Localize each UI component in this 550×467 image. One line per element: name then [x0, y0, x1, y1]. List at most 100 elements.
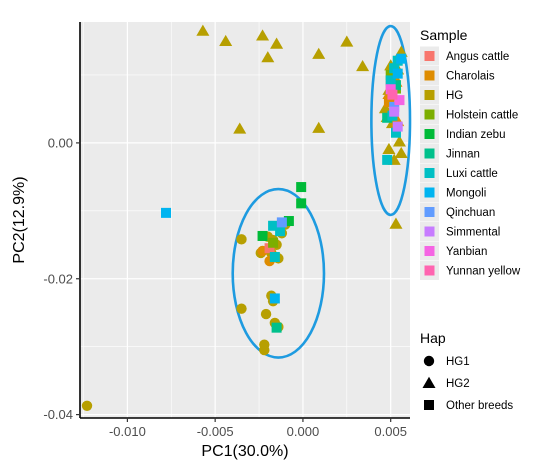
cluster-ellipse — [231, 187, 326, 359]
point-luxi-cattle-square — [268, 220, 279, 231]
legend-label-luxi-cattle: Luxi cattle — [446, 168, 498, 180]
legend-sample-title: Sample — [420, 27, 468, 43]
point-luxi-cattle-square — [389, 63, 400, 74]
axes: -0.010 -0.005 0.000 0.005 -0.04 -0.02 0.00 — [43, 22, 410, 439]
cluster-ellipse — [370, 24, 412, 217]
point-luxi-cattle-square — [269, 252, 280, 263]
point-qinchuan-square — [276, 217, 287, 228]
legend-label-angus-cattle: Angus cattle — [446, 51, 509, 63]
plot-panel — [80, 22, 410, 418]
legend-hap-entries: HG1 HG2 Other breeds — [422, 355, 513, 412]
point-jinnan-square — [382, 112, 393, 123]
legend-label-simmental: Simmental — [446, 227, 500, 239]
point-hg-circle — [259, 344, 270, 356]
point-simmental-square — [392, 121, 403, 132]
legend-shape-circle — [423, 355, 435, 367]
legend-label-hg: HG — [446, 90, 463, 102]
point-holstein-cattle-square — [385, 69, 396, 80]
point-hg-triangle — [196, 24, 210, 36]
point-angus-cattle-square — [264, 243, 275, 254]
point-hg-triangle — [256, 29, 270, 41]
point-hg-triangle — [392, 135, 406, 147]
point-hg-triangle — [312, 47, 326, 59]
point-luxi-cattle-square — [385, 75, 396, 86]
point-hg-triangle — [340, 35, 354, 47]
point-hg-triangle — [389, 217, 403, 229]
point-hg-triangle — [394, 146, 408, 159]
legend-label-yunnan-yellow: Yunnan yellow — [446, 266, 521, 278]
legend-swatch-qinchuan — [424, 207, 435, 217]
point-hg-triangle — [356, 59, 370, 72]
legend-label-jinnan: Jinnan — [446, 149, 480, 161]
point-mongoli-square — [269, 293, 280, 304]
point-holstein-cattle-square — [268, 237, 279, 248]
x-tick-label: 0.005 — [374, 424, 407, 439]
legend-label-mongoli: Mongoli — [446, 188, 486, 200]
legend-swatch-mongoli — [424, 187, 435, 198]
y-tick-label: -0.04 — [43, 407, 73, 422]
point-mongoli-square — [161, 207, 172, 218]
legend-swatch-charolais — [424, 70, 435, 81]
point-luxi-cattle-square — [390, 127, 401, 138]
point-hg-triangle — [261, 51, 275, 63]
legend-label-qinchuan: Qinchuan — [446, 207, 495, 219]
point-hg-circle — [236, 234, 247, 245]
legend-label-indian-zebu: Indian zebu — [446, 129, 505, 141]
legend-swatch-indian-zebu — [424, 129, 435, 139]
point-hg-circle — [260, 308, 272, 320]
legend-label-holstein-cattle: Holstein cattle — [446, 110, 518, 122]
point-hg-circle — [81, 400, 93, 411]
legend-label-other-breeds: Other breeds — [446, 400, 513, 412]
point-hg-circle — [236, 303, 247, 314]
point-luxi-cattle-square — [275, 226, 286, 237]
point-simmental-square — [389, 106, 400, 117]
legend-swatch-simmental — [424, 226, 435, 237]
legend-swatch-yunnan-yellow — [424, 265, 435, 276]
data-points — [81, 24, 408, 411]
legend-sample-entries: Angus cattle Charolais HG Holstein cattle In… — [420, 46, 521, 280]
point-indian-zebu-square — [257, 230, 268, 241]
x-tick-label: -0.010 — [109, 424, 146, 439]
legend-swatch-angus-cattle — [424, 51, 435, 61]
y-tick-label: 0.00 — [48, 135, 73, 150]
legend-label-yanbian: Yanbian — [446, 246, 487, 258]
point-jinnan-square — [390, 80, 401, 91]
legend: Sample Angus cattle Charolais HG Holstein c… — [420, 27, 521, 412]
point-yanbian-square — [394, 95, 405, 106]
legend-swatch-holstein-cattle — [424, 109, 435, 120]
legend-label-hg1: HG1 — [446, 356, 470, 368]
legend-swatch-hg — [424, 90, 435, 100]
point-luxi-cattle-square — [382, 154, 393, 165]
point-angus-cattle-square — [389, 95, 400, 106]
point-jinnan-square — [271, 322, 282, 333]
point-mongoli-square — [392, 68, 403, 79]
legend-hap-title: Hap — [420, 330, 446, 346]
point-hg-triangle — [219, 34, 233, 46]
legend-shape-triangle — [422, 376, 436, 388]
cluster-ellipses — [231, 24, 412, 359]
x-axis-label: PC1(30.0%) — [201, 443, 288, 460]
legend-shape-square — [424, 400, 434, 410]
point-hg-triangle — [270, 37, 284, 49]
legend-label-hg2: HG2 — [446, 378, 470, 390]
point-hg-triangle — [382, 142, 396, 154]
y-tick-label: -0.02 — [43, 271, 73, 286]
legend-swatch-yanbian — [424, 246, 435, 256]
point-mongoli-square — [396, 53, 407, 64]
y-axis-label: PC2(12.9%) — [11, 176, 28, 263]
point-indian-zebu-square — [296, 198, 307, 209]
x-tick-label: -0.005 — [197, 424, 234, 439]
point-hg-triangle — [312, 121, 326, 133]
point-indian-zebu-square — [283, 216, 294, 227]
legend-swatch-luxi-cattle — [424, 168, 435, 178]
point-yanbian-square — [385, 84, 396, 95]
point-indian-zebu-square — [296, 182, 307, 193]
legend-label-charolais: Charolais — [446, 71, 495, 83]
legend-swatch-jinnan — [424, 148, 435, 159]
point-hg-triangle — [233, 122, 247, 134]
point-yunnan-yellow-square — [387, 89, 398, 100]
point-hg-triangle — [378, 102, 392, 114]
x-tick-label: 0.000 — [287, 424, 320, 439]
point-charolais-square — [383, 97, 394, 108]
